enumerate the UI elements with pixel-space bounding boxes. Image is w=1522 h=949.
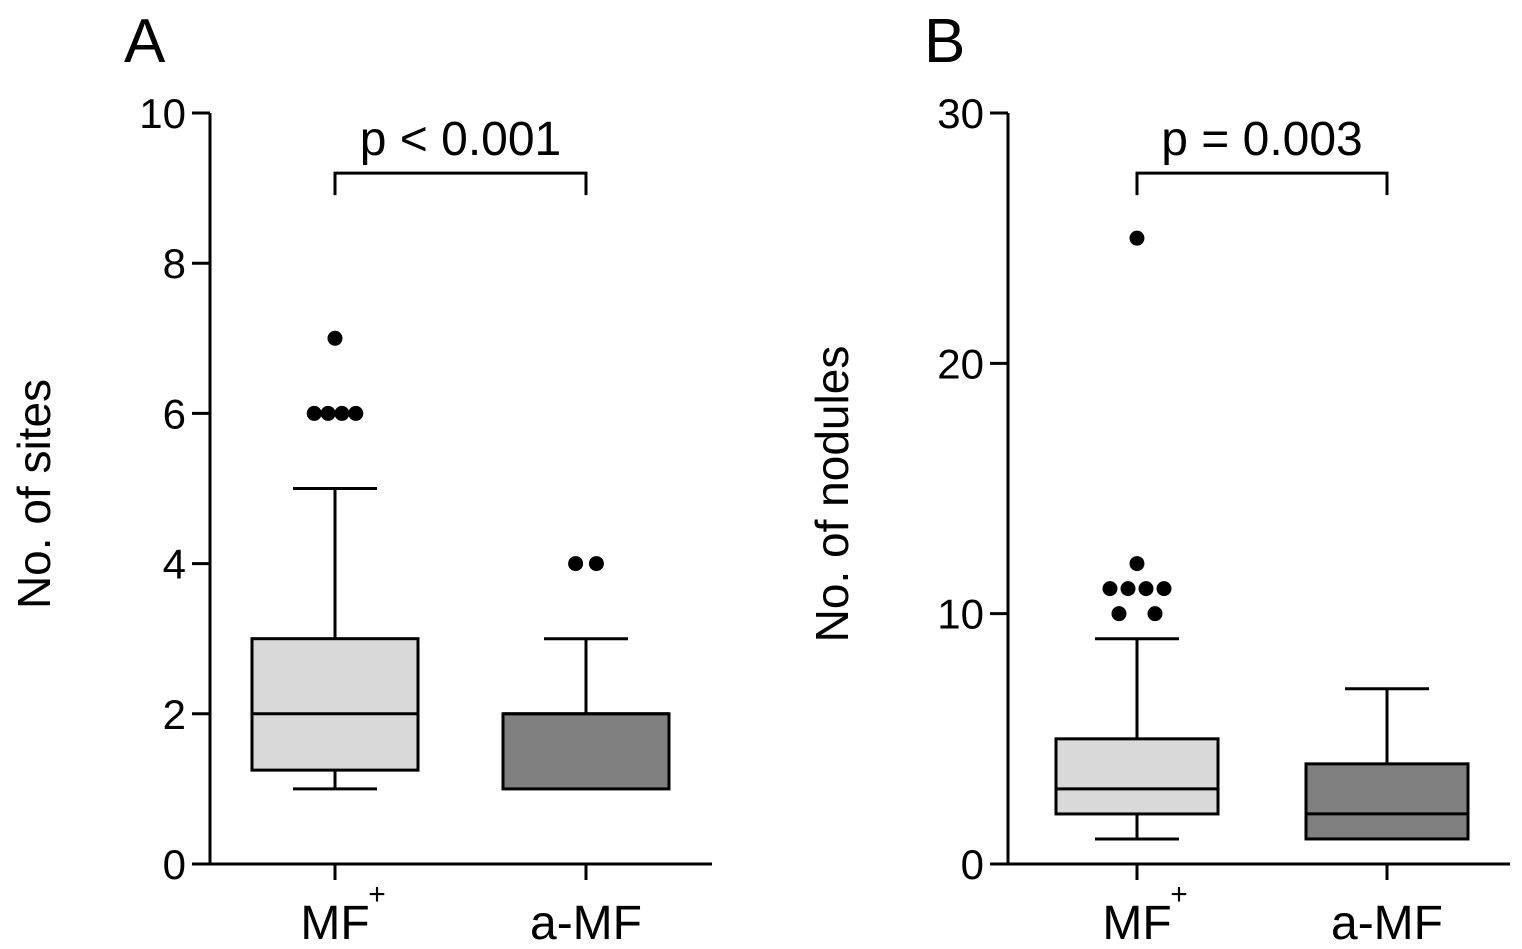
outlier-point xyxy=(1156,581,1172,597)
x-tick-label-superscript: + xyxy=(368,878,386,911)
x-tick-label-superscript: + xyxy=(1170,878,1188,911)
y-axis-label: No. of nodules xyxy=(806,346,858,643)
x-tick-label: MF xyxy=(300,897,369,949)
outlier-point xyxy=(320,405,336,421)
outlier-point xyxy=(568,556,584,572)
box-iqr xyxy=(1304,762,1470,841)
y-tick-label: 6 xyxy=(163,390,186,437)
y-tick-label: 2 xyxy=(163,691,186,738)
outlier-point xyxy=(334,405,350,421)
outlier-point xyxy=(1138,581,1154,597)
box-iqr xyxy=(501,712,671,791)
outlier-point xyxy=(306,405,322,421)
box-a-mf xyxy=(501,556,671,791)
y-tick-label: 0 xyxy=(961,841,984,888)
panel-b: B No. of nodules 0 10 20 30 MF+ a-MF p = 0.003 xyxy=(806,7,1510,949)
outlier-point xyxy=(1147,606,1163,622)
box-mf-plus xyxy=(250,330,420,791)
y-tick-label: 10 xyxy=(937,591,984,638)
significance-bracket xyxy=(1135,171,1389,196)
panel-label: B xyxy=(924,7,965,76)
x-tick-label: a-MF xyxy=(530,897,642,949)
outlier-point xyxy=(327,330,343,346)
y-tick-label: 10 xyxy=(139,90,186,137)
y-axis-label: No. of sites xyxy=(8,379,60,609)
outlier-point xyxy=(1129,230,1145,246)
outlier-point xyxy=(1102,581,1118,597)
y-tick-label: 30 xyxy=(937,90,984,137)
panel-a: A No. of sites 0 2 4 6 8 10 MF+ a-MF p < 0.001 xyxy=(8,7,712,949)
panel-label: A xyxy=(124,7,166,76)
outlier-point xyxy=(1120,581,1136,597)
box-a-mf xyxy=(1304,687,1470,841)
outlier-point xyxy=(588,556,604,572)
box-iqr xyxy=(250,637,420,772)
outlier-point xyxy=(348,405,364,421)
y-tick-label: 0 xyxy=(163,841,186,888)
box-iqr xyxy=(1054,737,1220,816)
significance-bracket xyxy=(333,171,588,196)
p-value-label: p = 0.003 xyxy=(1161,113,1363,166)
y-tick-label: 4 xyxy=(163,541,186,588)
y-tick-label: 20 xyxy=(937,340,984,387)
outlier-point xyxy=(1111,606,1127,622)
y-tick-label: 8 xyxy=(163,240,186,287)
x-tick-label: a-MF xyxy=(1331,897,1443,949)
box-mf-plus xyxy=(1054,230,1220,841)
p-value-label: p < 0.001 xyxy=(360,113,562,166)
x-tick-label: MF xyxy=(1102,897,1171,949)
outlier-point xyxy=(1129,556,1145,572)
